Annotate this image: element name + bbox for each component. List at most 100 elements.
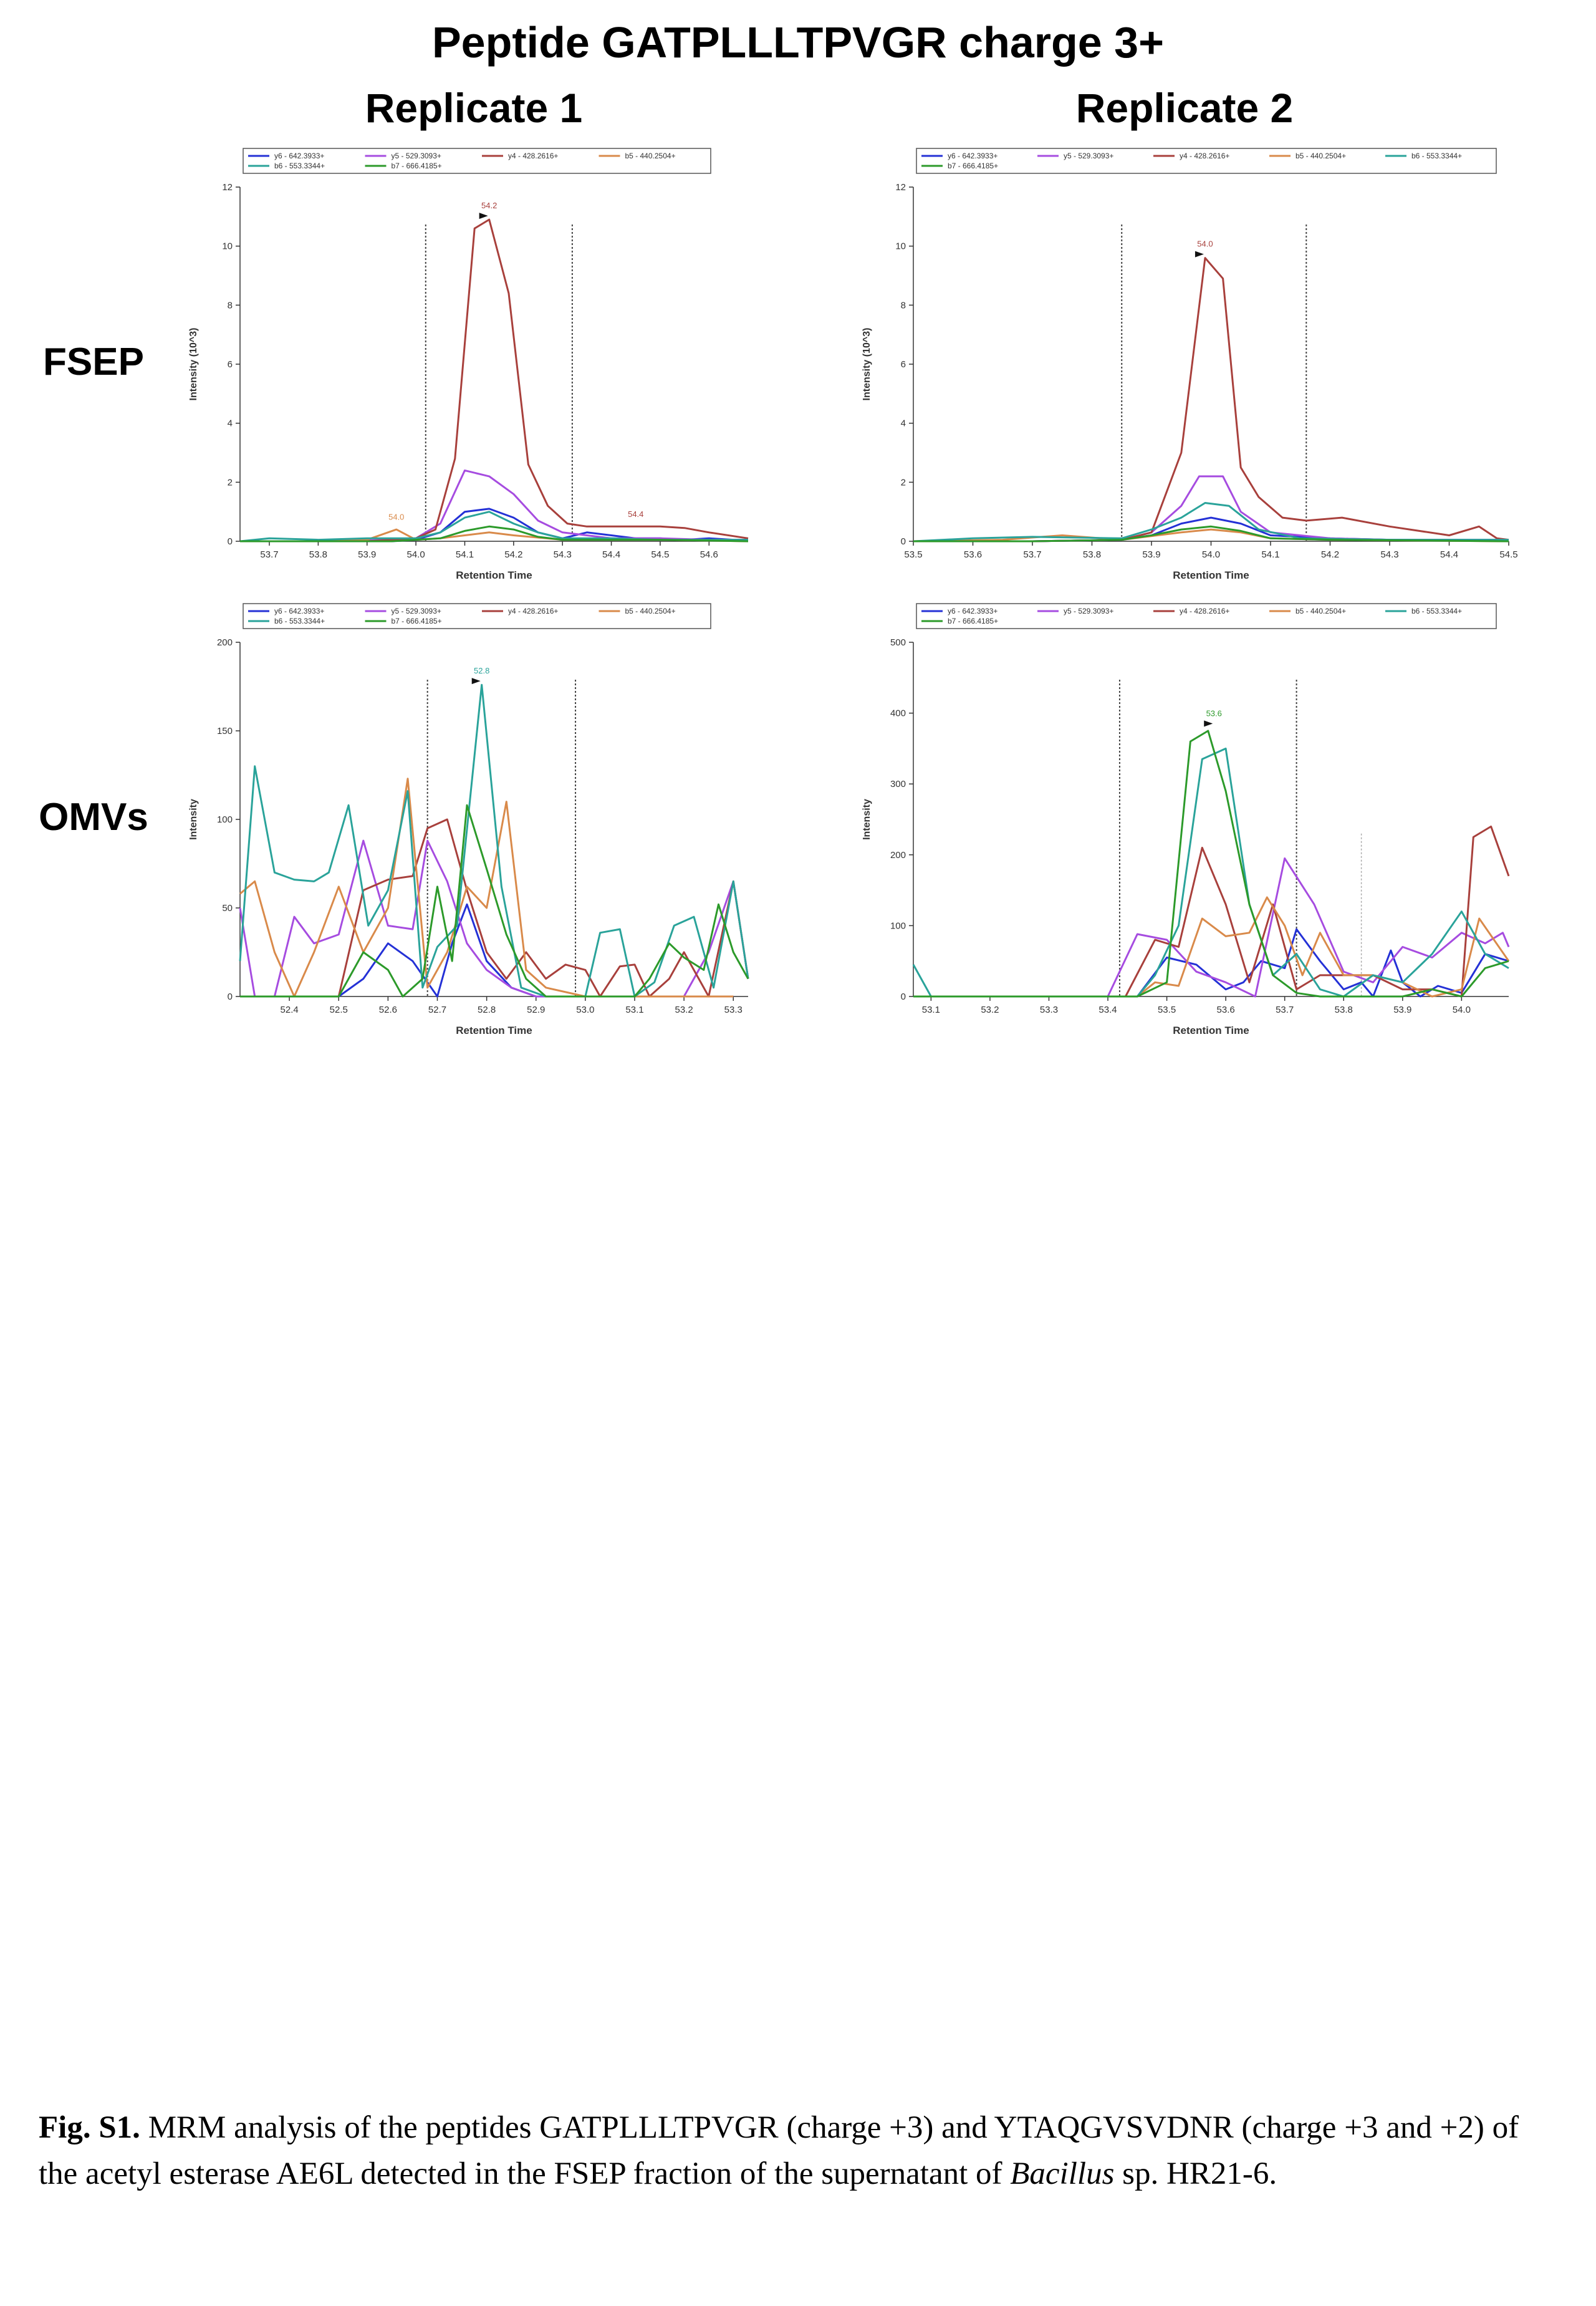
y-tick-label: 6 <box>901 359 906 370</box>
chart-omvs-replicate-2: y6 - 642.3933+ y5 - 529.3093+ y4 - 428.261… <box>862 603 1510 1036</box>
x-tick-label: 53.5 <box>904 549 922 560</box>
x-tick-label: 54.2 <box>504 549 522 560</box>
peak-label: 52.8 <box>474 666 489 675</box>
series-line <box>240 818 749 998</box>
series-line <box>913 525 1509 543</box>
legend-entry: y6 - 642.3933+ <box>948 152 998 160</box>
x-tick-label: 54.6 <box>700 549 718 560</box>
caption-text-after: sp. HR21-6. <box>1114 2156 1277 2191</box>
x-tick-label: 53.2 <box>981 1005 999 1015</box>
y-tick-label: 4 <box>901 418 906 429</box>
legend-entry: y6 - 642.3933+ <box>274 607 324 615</box>
row-label-omvs: OMVs <box>39 796 148 839</box>
x-tick-label: 53.1 <box>922 1005 940 1015</box>
x-tick-label: 54.0 <box>1453 1005 1471 1015</box>
x-tick-label: 53.8 <box>1335 1005 1353 1015</box>
x-tick-label: 53.2 <box>675 1005 693 1015</box>
peak-label: 54.0 <box>1197 239 1213 249</box>
legend-box <box>916 603 1497 629</box>
data-annotation: 54.4 <box>628 509 643 519</box>
legend-entry: b7 - 666.4185+ <box>948 617 998 625</box>
y-tick-label: 0 <box>228 991 233 1002</box>
x-tick-label: 54.3 <box>1380 549 1398 560</box>
x-tick-label: 53.0 <box>576 1005 594 1015</box>
x-tick-label: 53.7 <box>260 549 278 560</box>
y-axis-label: Intensity <box>188 799 199 840</box>
x-tick-label: 54.2 <box>1321 549 1339 560</box>
x-tick-label: 53.7 <box>1023 549 1041 560</box>
legend-entry: b7 - 666.4185+ <box>392 617 442 625</box>
y-tick-label: 100 <box>217 814 233 825</box>
data-annotation: 54.0 <box>388 513 404 522</box>
legend-entry: b7 - 666.4185+ <box>948 162 998 170</box>
y-tick-label: 10 <box>222 241 233 252</box>
x-tick-label: 54.0 <box>1202 549 1220 560</box>
y-tick-label: 2 <box>228 477 233 488</box>
x-axis-label: Retention Time <box>1173 569 1249 581</box>
y-tick-label: 0 <box>901 536 906 547</box>
chart-fsep-replicate-1: y6 - 642.3933+ y5 - 529.3093+ y4 - 428.261… <box>188 148 749 581</box>
y-tick-label: 0 <box>228 536 233 547</box>
x-axis-label: Retention Time <box>456 1025 532 1036</box>
y-tick-label: 0 <box>901 991 906 1002</box>
series-line <box>240 469 748 543</box>
legend-entry: b5 - 440.2504+ <box>1296 152 1346 160</box>
legend-entry: b6 - 553.3344+ <box>274 162 325 170</box>
legend-entry: b6 - 553.3344+ <box>1411 152 1462 160</box>
series-line <box>913 928 1509 998</box>
x-tick-label: 53.1 <box>625 1005 643 1015</box>
x-tick-label: 53.6 <box>1217 1005 1235 1015</box>
x-tick-label: 53.9 <box>1142 549 1160 560</box>
x-tick-label: 54.1 <box>456 549 474 560</box>
row-label-fsep: FSEP <box>43 340 144 384</box>
peak-marker <box>479 213 488 220</box>
legend-entry: y5 - 529.3093+ <box>1064 607 1113 615</box>
y-tick-label: 50 <box>222 903 233 914</box>
legend-entry: b5 - 440.2504+ <box>625 152 676 160</box>
legend-entry: y4 - 428.2616+ <box>1180 152 1229 160</box>
x-tick-label: 53.6 <box>964 549 982 560</box>
series-line <box>240 218 749 543</box>
y-axis-label: Intensity (10^3) <box>188 328 199 401</box>
y-tick-label: 400 <box>890 708 906 719</box>
x-tick-label: 53.3 <box>1040 1005 1058 1015</box>
y-tick-label: 8 <box>901 300 906 311</box>
legend: y6 - 642.3933+ y5 - 529.3093+ y4 - 428.261… <box>243 148 711 174</box>
column-title-replicate-1: Replicate 1 <box>365 85 583 131</box>
x-tick-label: 54.0 <box>407 549 425 560</box>
x-tick-label: 52.4 <box>281 1005 299 1015</box>
series-line <box>913 730 1509 998</box>
series-line <box>240 525 749 543</box>
series-line <box>913 896 1510 998</box>
legend-box <box>243 148 711 174</box>
legend-entry: b5 - 440.2504+ <box>625 607 676 615</box>
x-tick-label: 54.3 <box>554 549 572 560</box>
y-tick-label: 12 <box>895 182 906 193</box>
figure-title: Peptide GATPLLLTPVGR charge 3+ <box>431 18 1164 67</box>
x-axis-label: Retention Time <box>456 569 532 581</box>
legend-entry: b6 - 553.3344+ <box>1411 607 1462 615</box>
legend: y6 - 642.3933+ y5 - 529.3093+ y4 - 428.261… <box>916 148 1497 174</box>
x-tick-label: 53.8 <box>1083 549 1101 560</box>
x-tick-label: 54.5 <box>1499 549 1517 560</box>
x-tick-label: 52.9 <box>527 1005 545 1015</box>
peak-label: 53.6 <box>1206 708 1222 718</box>
x-tick-label: 54.4 <box>602 549 620 560</box>
legend-box <box>916 148 1497 174</box>
chart-omvs-replicate-1: y6 - 642.3933+ y5 - 529.3093+ y4 - 428.261… <box>188 603 749 1036</box>
x-tick-label: 53.9 <box>358 549 376 560</box>
legend-entry: y5 - 529.3093+ <box>1064 152 1113 160</box>
legend-box <box>243 603 711 629</box>
y-tick-label: 300 <box>890 779 906 789</box>
y-tick-label: 200 <box>217 637 233 648</box>
series-line <box>913 257 1509 543</box>
series-line <box>912 747 1509 998</box>
legend-entry: y4 - 428.2616+ <box>508 607 558 615</box>
legend: y6 - 642.3933+ y5 - 529.3093+ y4 - 428.261… <box>916 603 1497 629</box>
x-tick-label: 53.3 <box>724 1005 743 1015</box>
y-tick-label: 8 <box>228 300 233 311</box>
series-line <box>239 683 749 998</box>
x-tick-label: 53.4 <box>1098 1005 1117 1015</box>
y-tick-label: 100 <box>890 920 906 931</box>
x-tick-label: 53.5 <box>1158 1005 1176 1015</box>
